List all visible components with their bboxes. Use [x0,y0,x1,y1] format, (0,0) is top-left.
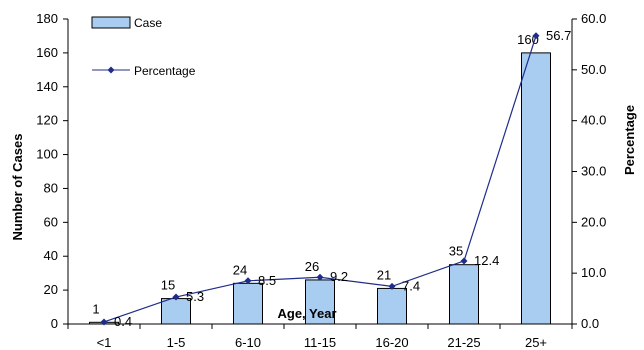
percentage-marker [532,32,540,40]
legend-case-label: Case [134,16,162,30]
percentage-value-label: 12.4 [474,253,499,268]
percentage-value-label: 0.4 [114,314,132,329]
x-axis-title: Age, Year [277,306,336,321]
percentage-marker [244,277,252,285]
y-tick-label: 180 [36,11,58,26]
percentage-marker [460,257,468,265]
percentage-value-label: 56.7 [546,28,571,43]
percentage-marker [100,318,108,326]
y2-tick-label: 60.0 [581,11,606,26]
y-tick-label: 60 [44,214,58,229]
y2-tick-label: 40.0 [581,113,606,128]
y-tick-label: 0 [51,316,58,331]
y-tick-label: 80 [44,180,58,195]
bar [377,287,407,325]
percentage-value-label: 5.3 [186,289,204,304]
x-tick-label: 6-10 [235,335,261,350]
y-axis-title: Number of Cases [10,134,25,241]
y2-tick-label: 0.0 [581,316,599,331]
bar [233,282,263,325]
bar-value-label: 35 [449,244,463,259]
bar [449,264,479,325]
legend-case-swatch [91,16,131,29]
percentage-value-label: 7.4 [402,278,420,293]
x-tick-label: <1 [97,335,112,350]
bar-value-label: 1 [92,301,99,316]
percentage-marker [388,282,396,290]
legend: Case Percentage [91,16,196,78]
y-tick-label: 160 [36,45,58,60]
percentage-value-label: 9.2 [330,269,348,284]
y2-tick-label: 20.0 [581,214,606,229]
legend-percentage-label: Percentage [134,64,196,78]
plot-area: 0 20 40 60 80 100 120 140 160 180 0.0 10.0 20.0 30.0 4… [36,11,606,350]
y2-tick-label: 50.0 [581,62,606,77]
y2-tick-label: 10.0 [581,265,606,280]
y2-tick-label: 30.0 [581,164,606,179]
percentage-value-label: 8.5 [258,273,276,288]
bar-value-label: 26 [305,259,319,274]
y-tick-label: 120 [36,113,58,128]
x-tick-label: 21-25 [447,335,480,350]
bar-value-label: 21 [377,267,391,282]
x-tick-label: 11-15 [304,335,336,350]
x-tick-label: 16-20 [375,335,408,350]
y-tick-label: 40 [44,248,58,263]
legend-percentage-marker [107,66,115,74]
percentage-marker [316,273,324,281]
x-tick-label: 25+ [525,335,547,350]
bar-value-label: 15 [161,278,175,293]
bar [521,52,551,325]
y-tick-label: 100 [36,147,58,162]
y2-axis-title: Percentage [622,105,637,175]
percentage-marker [172,293,180,301]
x-tick-label: 1-5 [167,335,186,350]
y-tick-label: 140 [36,79,58,94]
bar-value-label: 24 [233,262,247,277]
y-tick-label: 20 [44,282,58,297]
